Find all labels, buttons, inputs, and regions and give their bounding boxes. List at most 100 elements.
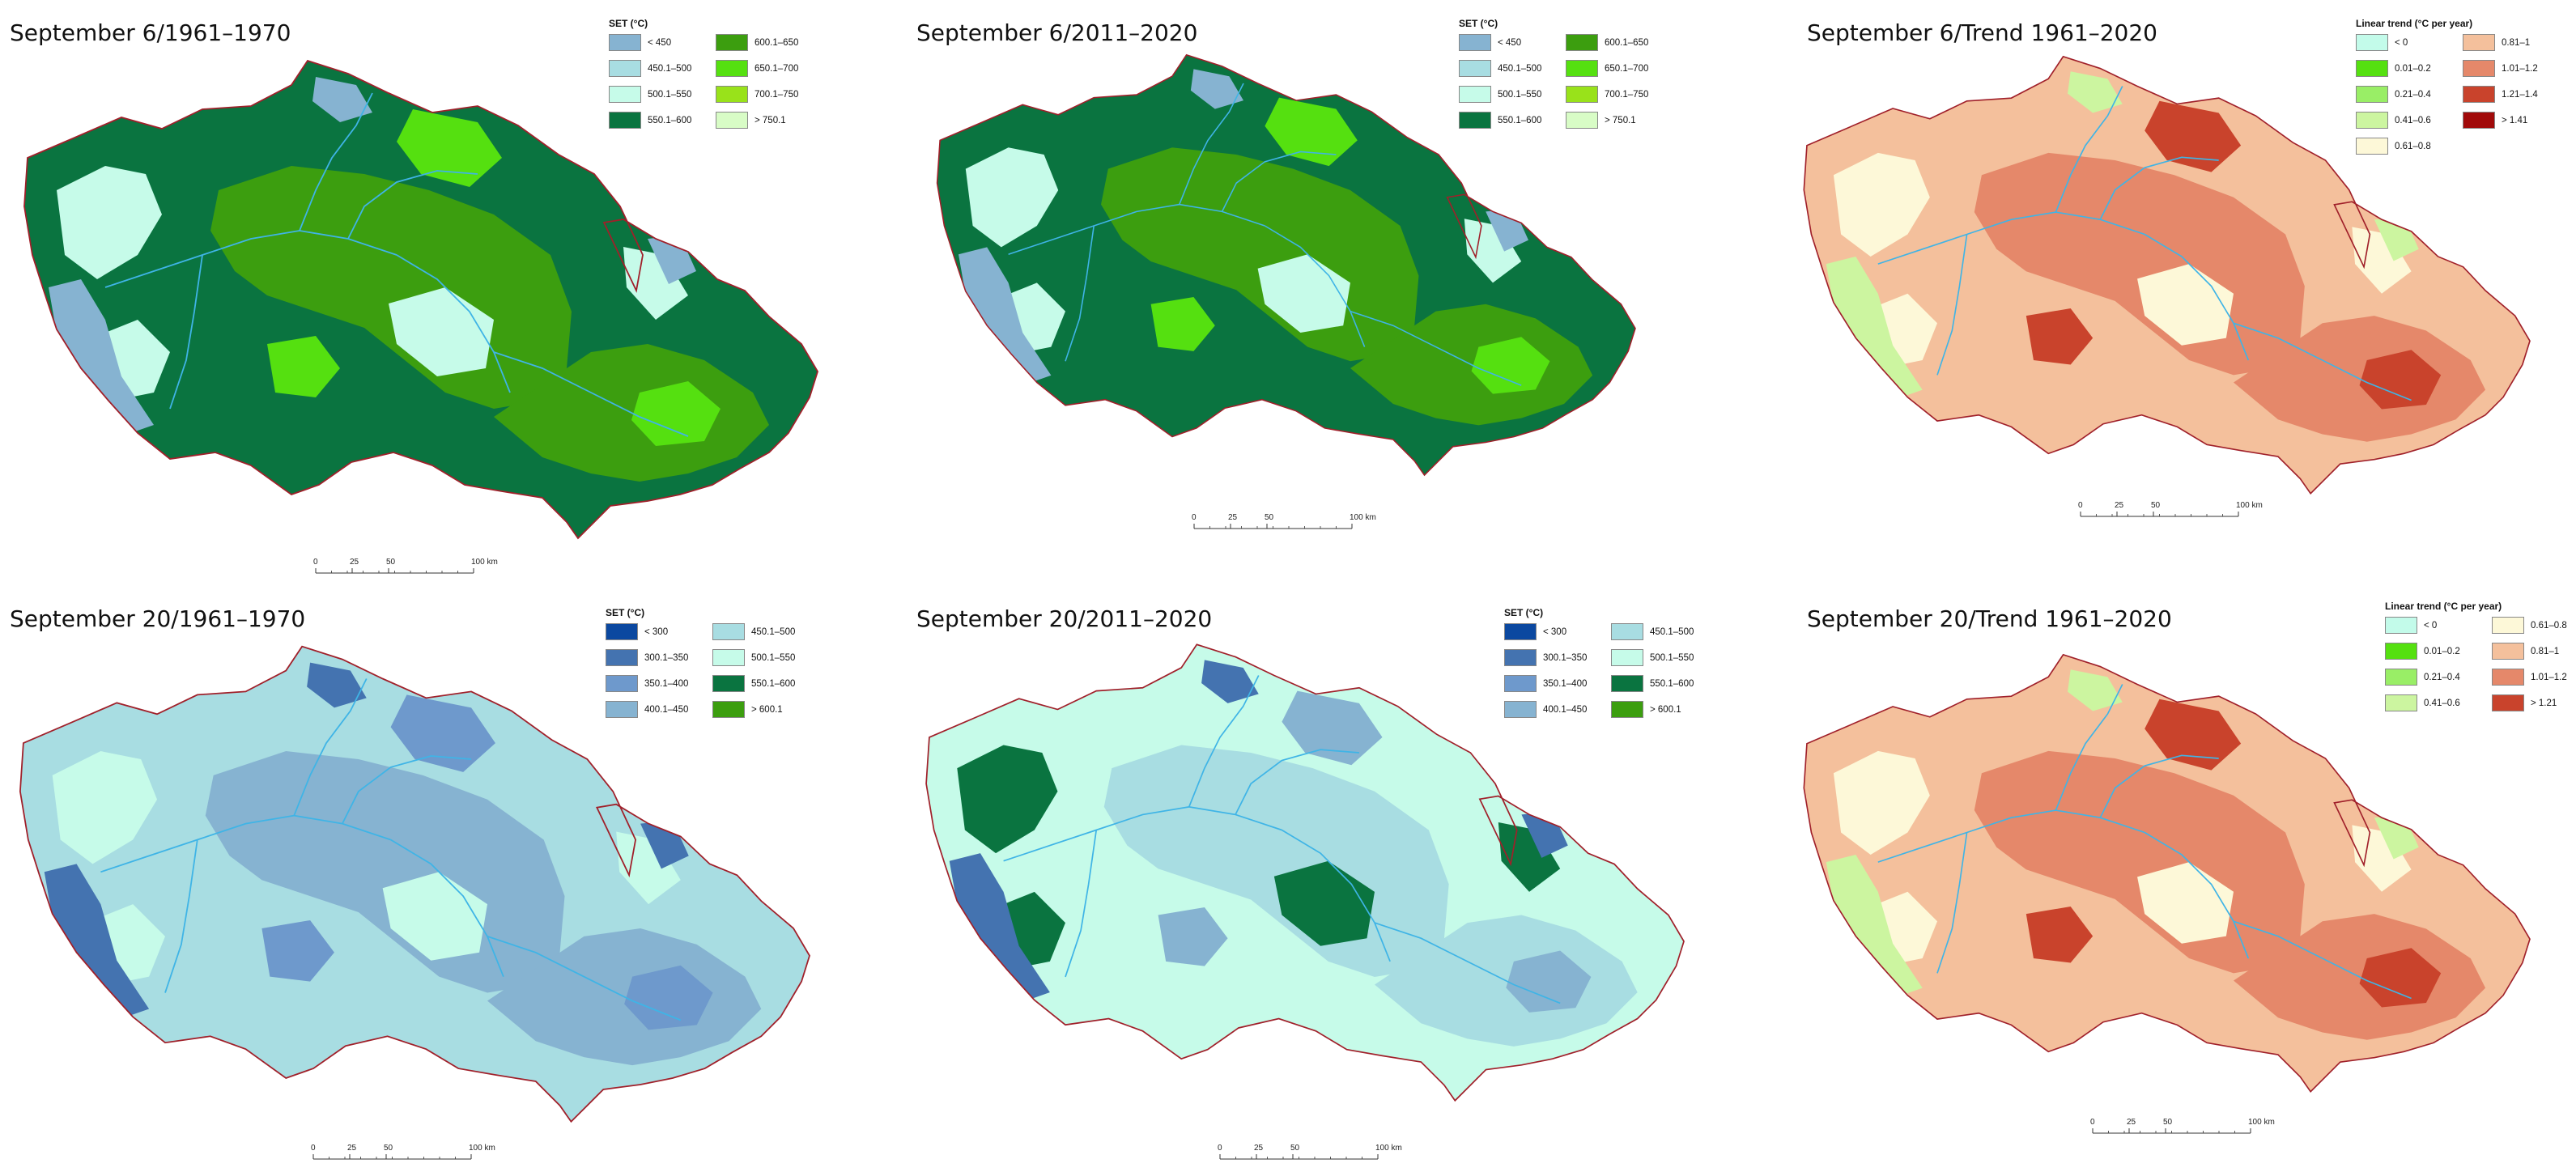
panel-title: September 6/Trend 1961–2020: [1807, 19, 2157, 46]
legend-label: 0.21–0.4: [2424, 672, 2460, 682]
legend-item: 450.1–500: [712, 623, 819, 640]
value-zone: [1190, 69, 1243, 109]
river-line: [1936, 832, 1968, 974]
legend-label: 300.1–350: [1543, 652, 1588, 663]
legend-label: 0.61–0.8: [2531, 620, 2567, 631]
value-zone: [624, 965, 713, 1030]
scale-label: 50: [1290, 1144, 1300, 1153]
value-zone: [965, 147, 1059, 248]
legend-swatch: [2492, 669, 2524, 686]
scale-label: 25: [2127, 1118, 2136, 1127]
legend-label: > 1.21: [2531, 698, 2557, 708]
rivers: [104, 92, 689, 437]
legend-label: 650.1–700: [1605, 63, 1649, 74]
scale-label: 25: [350, 558, 359, 567]
legend-item: 350.1–400: [1504, 675, 1611, 692]
legend-label: 400.1–450: [1543, 704, 1588, 715]
value-zone: [957, 745, 1058, 854]
legend-label: 600.1–650: [1605, 37, 1649, 48]
legend-swatch: [1504, 623, 1537, 640]
legend-swatch: [2385, 669, 2417, 686]
legend-swatch: [1611, 701, 1643, 718]
legend-swatch: [606, 649, 638, 666]
value-zone: [2026, 308, 2094, 365]
river-line: [1374, 922, 1561, 1004]
legend-label: 550.1–600: [1650, 678, 1694, 689]
value-zone: [52, 751, 158, 864]
legend-swatch: [2463, 112, 2495, 129]
legend-label: 600.1–650: [755, 37, 799, 48]
legend-swatch: [609, 112, 641, 129]
legend: Linear trend (°C per year) < 0 0.61–0.8 0.…: [2385, 601, 2576, 711]
scale-label: 50: [384, 1144, 393, 1153]
legend-item: 650.1–700: [716, 60, 823, 77]
value-zone: [623, 247, 688, 320]
legend-label: 0.61–0.8: [2395, 141, 2431, 151]
river-line: [2099, 156, 2219, 220]
legend-item: < 0: [2356, 34, 2463, 51]
river-line: [2055, 684, 2123, 811]
legend-label: 650.1–700: [755, 63, 799, 74]
legend-label: 1.21–1.4: [2502, 89, 2538, 100]
legend-item: > 1.41: [2463, 112, 2570, 129]
legend-title: SET (°C): [1504, 607, 1544, 618]
country-border: [936, 53, 1636, 477]
river-line: [2055, 86, 2123, 213]
scale-label: 50: [2163, 1118, 2173, 1127]
rivers: [1877, 684, 2412, 1000]
legend-item: 550.1–600: [712, 675, 819, 692]
legend-item: > 600.1: [712, 701, 819, 718]
legend-swatch: [1611, 649, 1643, 666]
river-line: [2233, 322, 2412, 401]
legend-swatch: [1566, 60, 1598, 77]
legend-item: 700.1–750: [1566, 86, 1673, 103]
legend-label: > 750.1: [755, 115, 786, 125]
legend-swatch: [2356, 86, 2388, 103]
scale-label: 0: [311, 1144, 316, 1153]
legend-swatch: [2385, 643, 2417, 660]
panel-title: September 20/1961–1970: [10, 605, 306, 632]
legend-swatch: [2356, 138, 2388, 155]
value-zone: [1826, 854, 1923, 999]
river-line: [169, 254, 203, 410]
river-line: [1221, 151, 1337, 212]
value-zone: [1265, 97, 1358, 167]
legend-swatch: [1611, 675, 1643, 692]
scale-label: 50: [2151, 501, 2161, 510]
value-zone: [1833, 750, 1930, 855]
river-line: [487, 936, 682, 1021]
legend-item: < 300: [1504, 623, 1611, 640]
map-panel-sep6-1961-1970: September 6/1961–1970 SET (°C) < 450 600.…: [0, 0, 858, 586]
scale-label: 0: [2078, 501, 2083, 510]
legend-swatch: [716, 86, 748, 103]
legend-swatch: [1566, 34, 1598, 51]
legend-label: > 600.1: [751, 704, 783, 715]
legend-item: < 450: [609, 34, 716, 51]
legend-swatch: [606, 701, 638, 718]
legend-label: < 0: [2424, 620, 2438, 631]
legend-item: 450.1–500: [1611, 623, 1718, 640]
rivers: [1003, 675, 1561, 1004]
legend-item: 550.1–600: [1611, 675, 1718, 692]
legend-swatch: [606, 623, 638, 640]
legend-label: 450.1–500: [751, 626, 796, 637]
legend-item: 700.1–750: [716, 86, 823, 103]
legend-title: Linear trend (°C per year): [2356, 18, 2473, 29]
river-line: [299, 92, 373, 231]
legend-item: < 300: [606, 623, 712, 640]
value-zone: [1498, 822, 1561, 892]
value-zone: [390, 694, 495, 772]
legend-label: < 300: [1543, 626, 1567, 637]
legend-swatch: [1566, 86, 1598, 103]
legend-label: < 0: [2395, 37, 2408, 48]
map-czechia: [23, 59, 818, 540]
map-panel-sep20-2011-2020: September 20/2011–2020 SET (°C) < 300 450…: [907, 586, 1765, 1172]
legend-swatch: [2356, 112, 2388, 129]
value-zone: [1150, 297, 1215, 351]
scale-label: 100 km: [2236, 501, 2263, 510]
map-layers: [19, 645, 810, 1123]
legend-label: > 600.1: [1650, 704, 1681, 715]
legend-label: 1.01–1.2: [2502, 63, 2538, 74]
legend-item: 0.01–0.2: [2385, 643, 2492, 660]
legend-item: 0.61–0.8: [2492, 617, 2576, 634]
